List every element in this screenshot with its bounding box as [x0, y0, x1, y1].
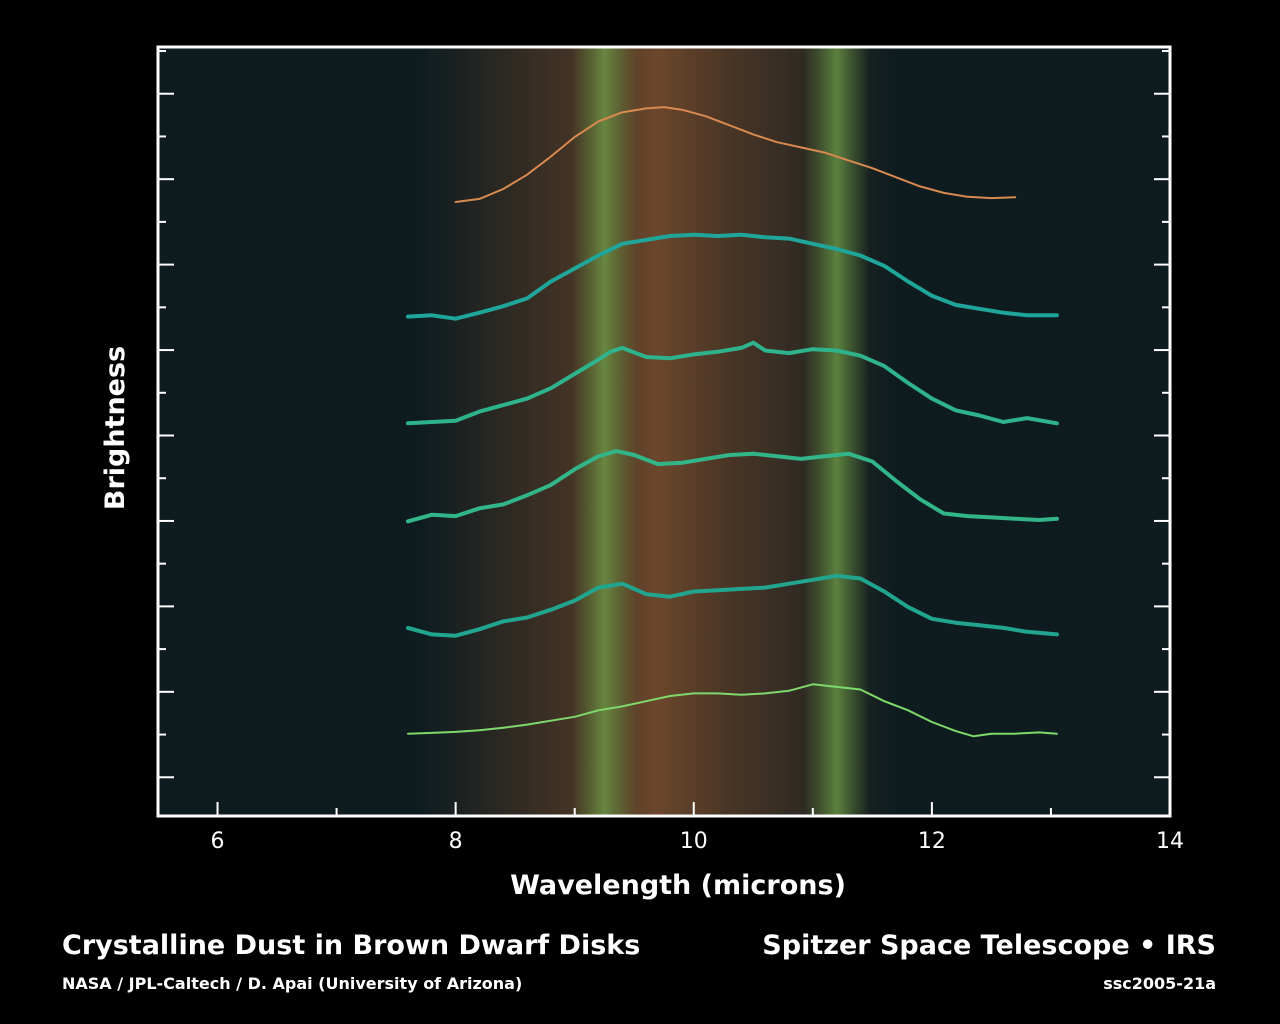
spectrum-2: [406, 232, 1059, 321]
y-ticks: [158, 50, 1170, 779]
x-axis-label: Wavelength (microns): [510, 870, 846, 901]
figure-credit: NASA / JPL-Caltech / D. Apai (University…: [62, 974, 523, 993]
x-ticks: 6 8 10 12 14: [211, 802, 1184, 854]
spectrum-5: [406, 573, 1059, 638]
highlight-bands: [419, 47, 897, 816]
x-tick-label: 14: [1156, 829, 1184, 854]
mission-label: Spitzer Space Telescope • IRS: [762, 930, 1216, 961]
x-tick-label: 10: [680, 829, 708, 854]
figure-title: Crystalline Dust in Brown Dwarf Disks: [62, 930, 641, 961]
image-id: ssc2005-21a: [1103, 974, 1216, 993]
spectrum-6: [407, 683, 1058, 738]
spectrum-4: [406, 449, 1059, 524]
spectra-series: [406, 106, 1059, 738]
x-tick-label: 12: [918, 829, 946, 854]
highlight-band-3: [803, 47, 870, 816]
x-tick-label: 6: [211, 829, 225, 854]
y-axis-label: Brightness: [100, 346, 131, 510]
plot-frame: [156, 45, 1172, 818]
spectrum-3: [406, 340, 1059, 426]
spectrum-1: [454, 106, 1017, 203]
highlight-band-2: [571, 47, 638, 816]
x-tick-label: 8: [449, 829, 463, 854]
